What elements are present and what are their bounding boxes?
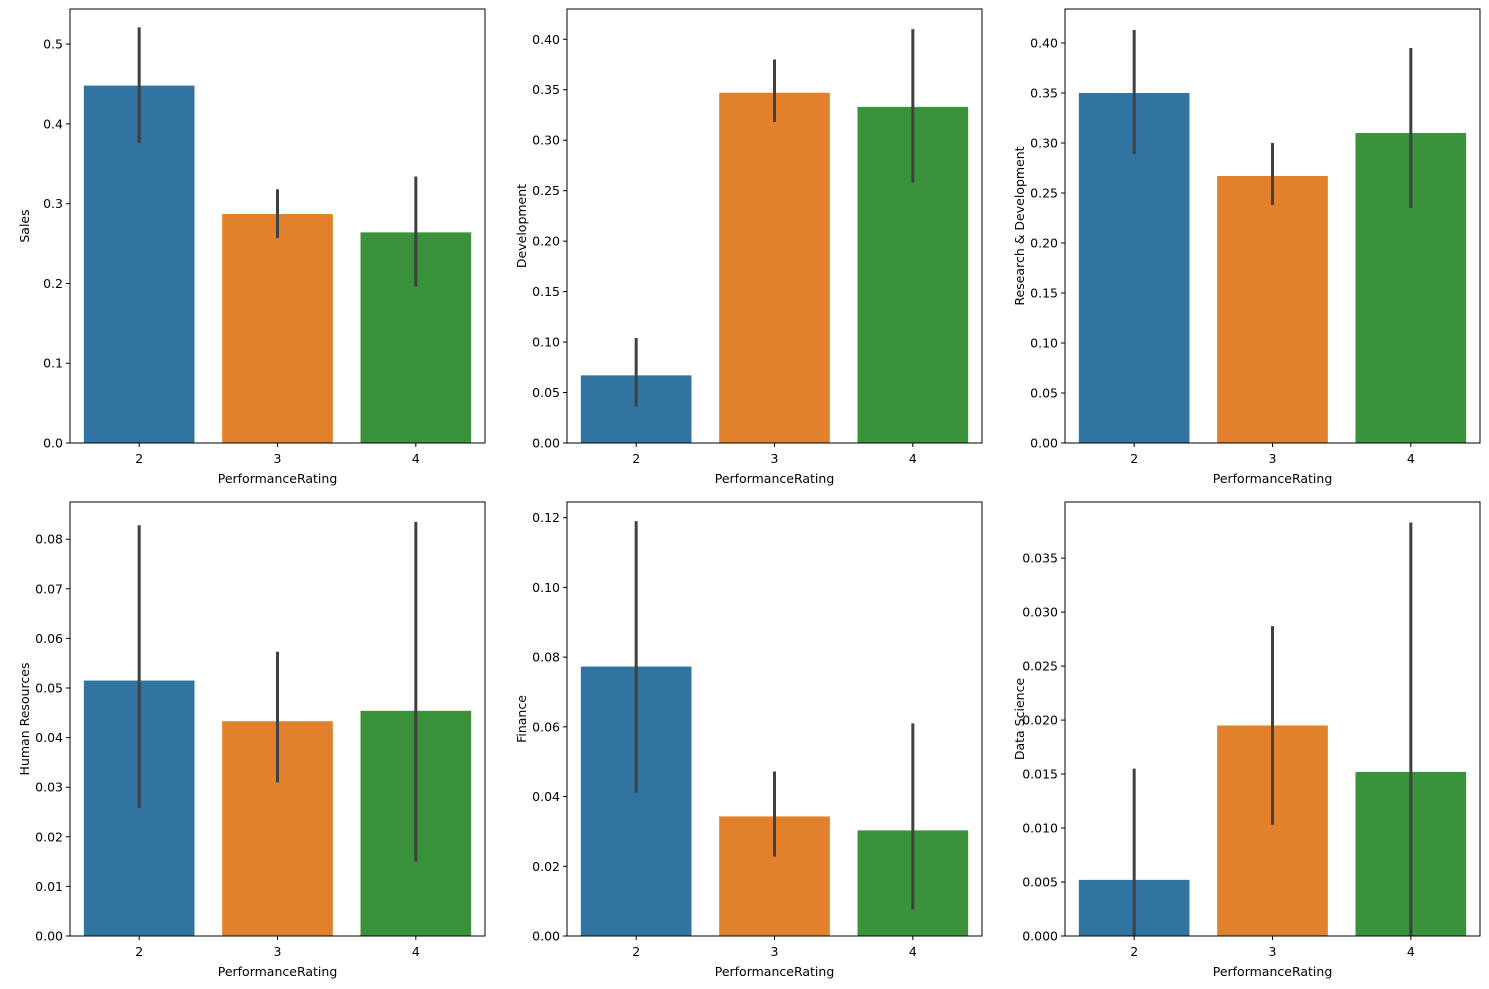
y-tick-label: 0.06 [532, 719, 560, 734]
bar-3 [719, 92, 830, 443]
subplot-2: 0.00 0.05 0.10 0.15 0.20 0.25 0.30 0.35 0.40 2 3 4 P… [514, 8, 983, 486]
subplot-4: 0.00 0.01 0.02 0.03 0.04 0.05 0.06 0.07 0.08 2 3 4 P… [17, 501, 486, 979]
bar-3 [222, 214, 333, 443]
x-tick-label: 4 [909, 944, 917, 959]
y-tick-label: 0.05 [532, 385, 560, 400]
y-tick-label: 0.08 [532, 650, 560, 665]
y-tick-label: 0.05 [1030, 386, 1058, 401]
y-tick-label: 0.20 [532, 234, 560, 249]
y-tick-label: 0.030 [1022, 605, 1058, 620]
subplot-6: 0.000 0.005 0.010 0.015 0.020 0.025 0.030 0.035… [1012, 501, 1481, 979]
subplot-1: 0.0 0.1 0.2 0.3 0.4 0.5 2 3 4 PerformanceRating Sa… [17, 8, 486, 486]
x-tick-label: 3 [1269, 944, 1277, 959]
y-axis-label: Development [514, 184, 529, 268]
x-tick-label: 2 [1130, 451, 1138, 466]
x-axis-label: PerformanceRating [715, 471, 835, 486]
x-tick-label: 4 [412, 451, 420, 466]
y-tick-label: 0.20 [1030, 236, 1058, 251]
y-tick-label: 0.0 [43, 436, 63, 451]
y-tick-label: 0.07 [35, 581, 63, 596]
x-axis-label: PerformanceRating [218, 471, 338, 486]
x-tick-label: 2 [1130, 944, 1138, 959]
y-tick-label: 0.10 [532, 580, 560, 595]
y-tick-label: 0.08 [35, 532, 63, 547]
x-tick-label: 4 [1407, 944, 1415, 959]
y-tick-label: 0.00 [35, 929, 63, 944]
x-axis-label: PerformanceRating [715, 964, 835, 979]
y-tick-label: 0.1 [43, 356, 63, 371]
y-tick-label: 0.020 [1022, 713, 1058, 728]
x-tick-label: 3 [274, 944, 282, 959]
x-tick-label: 3 [1269, 451, 1277, 466]
y-tick-label: 0.00 [532, 929, 560, 944]
y-tick-label: 0.00 [532, 436, 560, 451]
x-tick-label: 2 [135, 944, 143, 959]
y-tick-label: 0.15 [1030, 286, 1058, 301]
subplot-5: 0.00 0.02 0.04 0.06 0.08 0.10 0.12 2 3 4 Performan… [514, 501, 983, 979]
y-axis-label: Human Resources [17, 663, 32, 776]
x-tick-label: 4 [412, 944, 420, 959]
y-tick-label: 0.10 [532, 335, 560, 350]
y-tick-label: 0.035 [1022, 551, 1058, 566]
y-tick-label: 0.010 [1022, 821, 1058, 836]
x-axis-label: PerformanceRating [1213, 471, 1333, 486]
x-tick-label: 3 [274, 451, 282, 466]
bar-2 [83, 85, 195, 444]
y-tick-label: 0.2 [43, 276, 63, 291]
y-tick-label: 0.4 [43, 116, 63, 131]
y-axis-label: Finance [514, 695, 529, 743]
x-axis-label: PerformanceRating [218, 964, 338, 979]
y-tick-label: 0.10 [1030, 336, 1058, 351]
y-tick-label: 0.3 [43, 196, 63, 211]
x-tick-label: 3 [771, 944, 779, 959]
y-tick-label: 0.30 [532, 133, 560, 148]
y-tick-label: 0.25 [532, 183, 560, 198]
x-axis-label: PerformanceRating [1213, 964, 1333, 979]
bar-3 [1217, 176, 1328, 443]
y-tick-label: 0.00 [1030, 436, 1058, 451]
y-tick-label: 0.02 [35, 829, 63, 844]
y-tick-label: 0.40 [532, 32, 560, 47]
x-tick-label: 3 [771, 451, 779, 466]
y-tick-label: 0.04 [35, 730, 63, 745]
y-tick-label: 0.005 [1022, 875, 1058, 890]
y-tick-label: 0.35 [1030, 86, 1058, 101]
x-tick-label: 4 [909, 451, 917, 466]
y-tick-label: 0.000 [1022, 929, 1058, 944]
y-tick-label: 0.01 [35, 879, 63, 894]
y-tick-label: 0.35 [532, 82, 560, 97]
subplot-3: 0.00 0.05 0.10 0.15 0.20 0.25 0.30 0.35 0.40 2 3 4 P… [1012, 8, 1481, 486]
y-axis-label: Data Science [1012, 678, 1027, 761]
x-tick-label: 2 [135, 451, 143, 466]
y-tick-label: 0.30 [1030, 136, 1058, 151]
x-tick-label: 4 [1407, 451, 1415, 466]
y-tick-label: 0.04 [532, 789, 560, 804]
x-tick-label: 2 [632, 944, 640, 959]
y-tick-label: 0.05 [35, 681, 63, 696]
y-tick-label: 0.02 [532, 859, 560, 874]
y-axis-label: Sales [17, 209, 32, 242]
x-tick-label: 2 [632, 451, 640, 466]
y-tick-label: 0.06 [35, 631, 63, 646]
y-tick-label: 0.015 [1022, 767, 1058, 782]
y-tick-label: 0.12 [532, 510, 560, 525]
y-axis-label: Research & Development [1012, 146, 1027, 305]
y-tick-label: 0.03 [35, 780, 63, 795]
y-tick-label: 0.15 [532, 284, 560, 299]
y-tick-label: 0.5 [43, 37, 63, 52]
y-tick-label: 0.025 [1022, 659, 1058, 674]
y-tick-label: 0.40 [1030, 36, 1058, 51]
y-tick-label: 0.25 [1030, 186, 1058, 201]
